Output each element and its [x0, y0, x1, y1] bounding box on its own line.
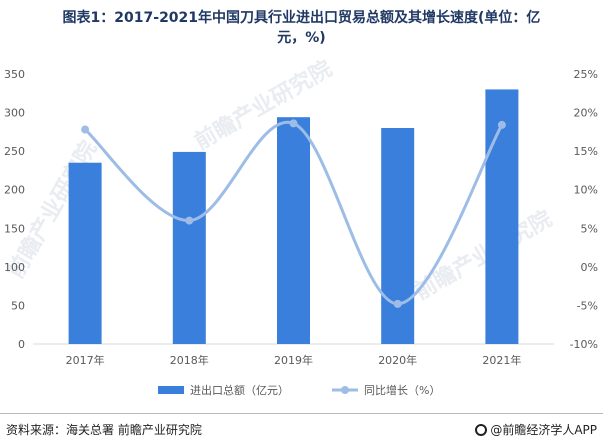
y-left-tick-label: 250: [4, 145, 25, 158]
growth-rate-point: [289, 119, 298, 128]
legend-line-marker: [341, 386, 349, 394]
line-group: [81, 119, 506, 308]
bar-import-export-total: [68, 162, 102, 344]
credit-text: @前瞻经济学人APP: [490, 423, 597, 437]
bars-group: [68, 89, 519, 344]
axes-group: 0 50 100 150 200 250 300 350 -10% -5% 0% 5% 10% 15% 20…: [4, 68, 598, 367]
bar-import-export-total: [277, 117, 310, 344]
source-note: 资料来源：海关总署 前瞻产业研究院: [6, 423, 202, 437]
footer-divider: [0, 413, 603, 414]
y-right-tick-label: -10%: [570, 338, 598, 351]
legend-group: 进出口总额（亿元） 同比增长（%）: [158, 383, 440, 397]
y-right-tick-label: 5%: [581, 222, 598, 235]
bar-import-export-total: [172, 151, 206, 344]
y-right-tick-label: 0%: [581, 261, 598, 274]
x-tick-label: 2019年: [274, 353, 313, 367]
y-left-tick-label: 300: [4, 107, 25, 120]
chart-title-line-2: 元，%): [277, 30, 326, 46]
x-tick-label: 2020年: [378, 353, 417, 367]
x-tick-label: 2018年: [170, 353, 209, 367]
y-right-tick-label: 10%: [574, 184, 598, 197]
y-left-tick-label: 150: [4, 222, 25, 235]
growth-rate-point: [185, 216, 194, 225]
y-right-tick-label: 15%: [574, 145, 598, 158]
y-right-tick-label: 20%: [574, 107, 598, 120]
y-right-tick-label: -5%: [577, 299, 598, 312]
y-right-tick-label: 25%: [574, 68, 598, 81]
growth-rate-point: [497, 120, 506, 129]
x-tick-label: 2021年: [482, 353, 521, 367]
y-left-tick-label: 50: [11, 299, 25, 312]
chart-title-line-1: 图表1：2017-2021年中国刀具行业进出口贸易总额及其增长速度(单位：亿: [62, 10, 541, 26]
y-left-tick-label: 0: [18, 338, 25, 351]
watermark-text: 前瞻产业研究院: [410, 206, 556, 306]
y-left-tick-label: 350: [4, 68, 25, 81]
legend-line-label: 同比增长（%）: [364, 383, 440, 397]
bar-import-export-total: [485, 89, 519, 344]
y-left-tick-label: 100: [4, 261, 25, 274]
credit-note: @前瞻经济学人APP: [475, 421, 597, 438]
chart-title: 图表1：2017-2021年中国刀具行业进出口贸易总额及其增长速度(单位：亿 元…: [0, 8, 603, 48]
x-tick-label: 2017年: [66, 353, 105, 367]
growth-rate-point: [81, 125, 90, 134]
legend-bar-label: 进出口总额（亿元）: [190, 383, 289, 397]
y-left-tick-label: 200: [4, 184, 25, 197]
growth-rate-point: [393, 299, 402, 308]
legend-bar-swatch: [158, 386, 184, 394]
watermark-text: 前瞻产业研究院: [190, 56, 336, 156]
credit-logo-icon: [475, 423, 488, 436]
bar-import-export-total: [381, 128, 415, 344]
growth-rate-line: [84, 120, 504, 306]
